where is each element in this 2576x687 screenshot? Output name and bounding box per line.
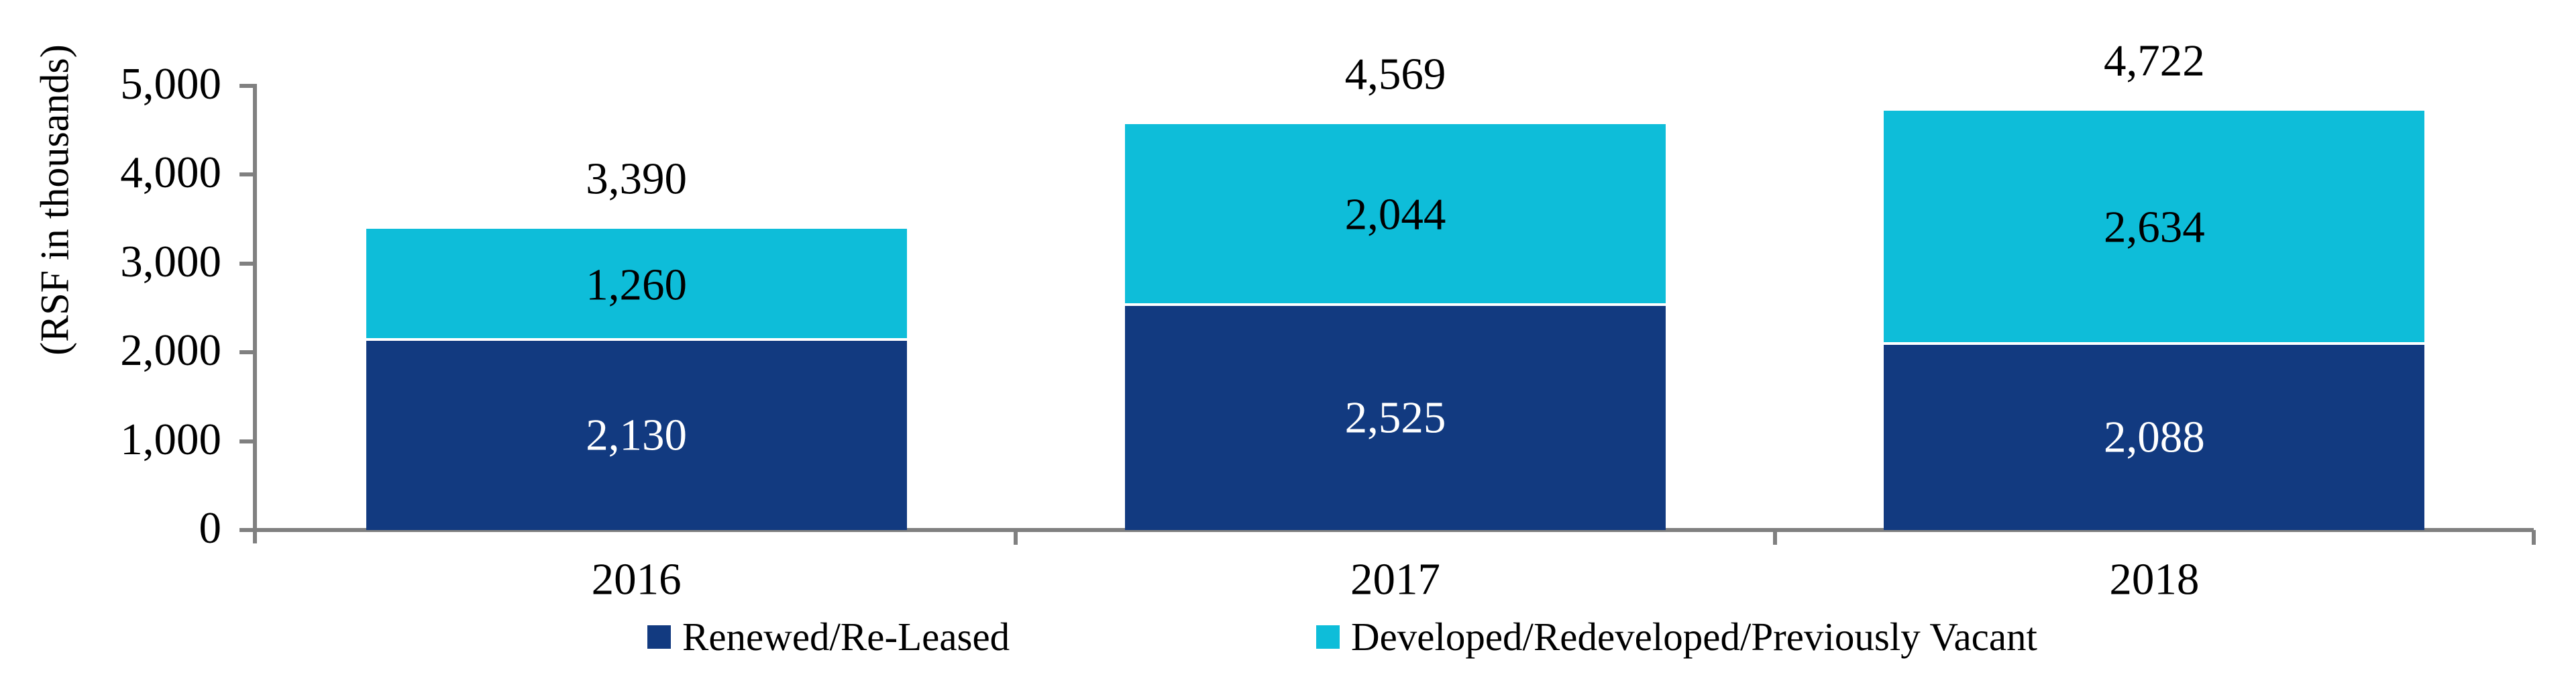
bar-total-label: 4,569 <box>1344 49 1446 99</box>
y-tick-mark <box>239 528 253 532</box>
bar-segment-renewed <box>1125 305 1666 530</box>
y-tick-label: 0 <box>199 503 222 553</box>
legend-swatch <box>1316 625 1340 649</box>
y-tick-label: 5,000 <box>120 58 221 109</box>
bar-value-label-renewed: 2,088 <box>2103 412 2205 462</box>
bar-segment-developed <box>366 229 907 341</box>
bar-total-label: 3,390 <box>586 154 688 204</box>
legend-label: Renewed/Re-Leased <box>682 615 1010 659</box>
bar-value-label-developed: 2,044 <box>1344 189 1446 240</box>
bar-value-label-developed: 2,634 <box>2103 202 2205 252</box>
y-tick-mark <box>239 261 253 266</box>
y-tick-label: 1,000 <box>120 414 221 464</box>
segment-divider <box>1125 303 1666 306</box>
x-axis-line <box>253 528 2534 532</box>
bar-value-label-renewed: 2,525 <box>1344 392 1446 443</box>
bar-segment-developed <box>1884 110 2425 345</box>
x-tick-mark <box>1014 530 1018 545</box>
bar-total-label: 4,722 <box>2103 36 2205 86</box>
y-tick-mark <box>239 350 253 355</box>
y-tick-label: 4,000 <box>120 148 221 198</box>
x-tick-mark <box>2532 530 2536 545</box>
bar-segment-renewed <box>366 340 907 530</box>
bar-segment-developed <box>1125 124 1666 306</box>
bar-segment-renewed <box>1884 344 2425 530</box>
legend-label: Developed/Redeveloped/Previously Vacant <box>1351 615 2037 659</box>
segment-divider <box>366 337 907 341</box>
segment-divider <box>1884 341 2425 345</box>
y-axis-line <box>253 84 257 543</box>
legend-entry: Developed/Redeveloped/Previously Vacant <box>1316 617 2037 657</box>
y-tick-mark <box>239 84 253 88</box>
x-axis-category-label: 2017 <box>1350 554 1440 604</box>
bar-value-label-developed: 1,260 <box>586 260 688 310</box>
x-axis-category-label: 2018 <box>2109 554 2200 604</box>
x-tick-mark <box>1772 530 1777 545</box>
y-tick-mark <box>239 172 253 177</box>
bar-value-label-renewed: 2,130 <box>586 410 688 460</box>
legend-entry: Renewed/Re-Leased <box>647 617 1010 657</box>
y-tick-mark <box>239 439 253 443</box>
y-tick-label: 3,000 <box>120 236 221 286</box>
y-tick-label: 2,000 <box>120 325 221 376</box>
legend-swatch <box>647 625 671 649</box>
x-axis-category-label: 2016 <box>591 554 682 604</box>
